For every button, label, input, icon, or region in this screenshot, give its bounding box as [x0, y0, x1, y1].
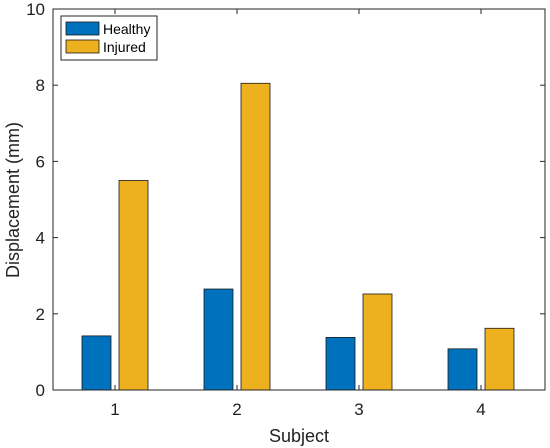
x-tick-label: 3	[354, 400, 363, 419]
bar-healthy-4	[447, 348, 478, 391]
legend-swatch-healthy	[65, 21, 100, 36]
x-tick-label: 2	[232, 400, 241, 419]
bar-injured-2	[240, 82, 271, 391]
bar-healthy-1	[81, 335, 112, 391]
axes-group	[52, 8, 546, 391]
y-tick-label: 2	[36, 305, 45, 324]
bar-healthy-3	[325, 337, 356, 391]
x-axis-label: Subject	[269, 426, 329, 446]
y-tick-label: 8	[36, 76, 45, 95]
axes-box	[52, 8, 546, 391]
y-tick-label: 10	[26, 0, 45, 19]
y-tick-label: 0	[36, 381, 45, 400]
bar-injured-4	[484, 327, 515, 391]
y-tick-label: 6	[36, 152, 45, 171]
y-axis-label: Displacement (mm)	[3, 122, 23, 278]
legend-label-injured: Injured	[103, 39, 146, 55]
legend-label-healthy: Healthy	[103, 21, 150, 37]
legend-swatch-injured	[65, 39, 100, 54]
bar-injured-1	[118, 180, 149, 391]
x-tick-label: 1	[110, 400, 119, 419]
bars-group	[81, 82, 515, 391]
legend: Healthy Injured	[60, 15, 158, 61]
bar-injured-3	[362, 293, 393, 391]
x-tick-label: 4	[476, 400, 485, 419]
y-tick-label: 4	[36, 229, 45, 248]
bar-healthy-2	[203, 288, 234, 391]
